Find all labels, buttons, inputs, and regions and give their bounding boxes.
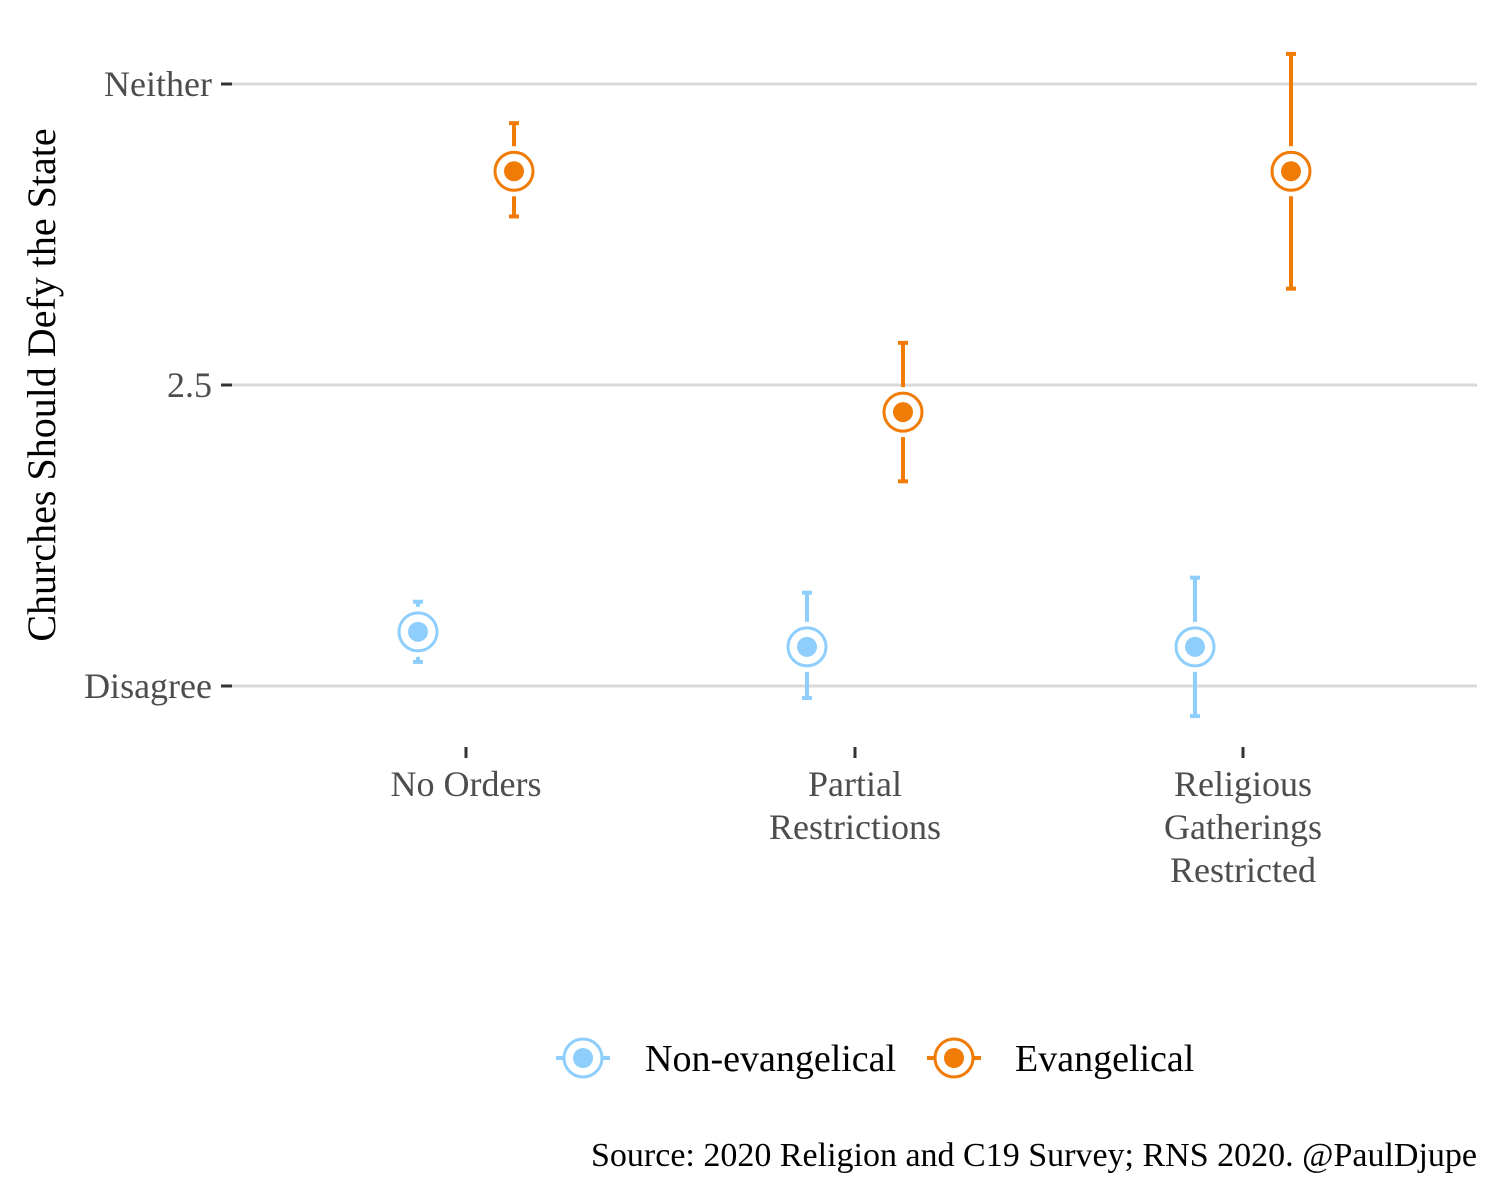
x-tick-label-line: No Orders [391, 764, 542, 804]
legend-item: Non-evangelical [556, 1037, 896, 1080]
legend-label: Evangelical [1015, 1038, 1194, 1080]
gridlines [232, 82, 1477, 688]
y-tick-label: 2.5 [167, 365, 212, 405]
data-point-group [786, 590, 828, 701]
data-point-group [397, 599, 439, 664]
data-marks [397, 51, 1312, 719]
y-axis: Disagree 2.5 Neither [84, 64, 232, 706]
data-point [1281, 161, 1301, 182]
y-tick-label: Neither [104, 64, 212, 104]
data-point [408, 621, 428, 642]
data-point-group [1174, 575, 1216, 719]
x-tick-label: Partial Restrictions [769, 764, 941, 847]
y-tick-label: Disagree [84, 666, 212, 706]
data-point [1185, 636, 1205, 657]
x-tick-label: No Orders [391, 764, 542, 804]
x-tick-label-line: Gatherings [1164, 807, 1322, 847]
legend-key-point [573, 1048, 593, 1068]
x-tick-label-line: Religious [1174, 764, 1312, 804]
data-point [893, 402, 913, 423]
legend-item: Evangelical [927, 1037, 1194, 1080]
data-point-group [882, 340, 924, 484]
legend-label: Non-evangelical [645, 1038, 896, 1080]
legend: Non-evangelical Evangelical [556, 1037, 1194, 1080]
caption: Source: 2020 Religion and C19 Survey; RN… [591, 1137, 1477, 1174]
data-point-group [493, 121, 535, 219]
data-point-group [1270, 51, 1312, 291]
x-tick-label: Religious Gatherings Restricted [1164, 764, 1322, 890]
x-axis: No Orders Partial Restrictions Religious Gat… [391, 747, 1322, 890]
x-tick-label-line: Restrictions [769, 807, 941, 847]
y-axis-title: Churches Should Defy the State [19, 128, 64, 641]
data-point [797, 636, 817, 657]
x-tick-label-line: Restricted [1170, 850, 1316, 890]
data-point [504, 161, 524, 182]
x-tick-label-line: Partial [808, 764, 902, 804]
legend-key-point [944, 1048, 964, 1068]
